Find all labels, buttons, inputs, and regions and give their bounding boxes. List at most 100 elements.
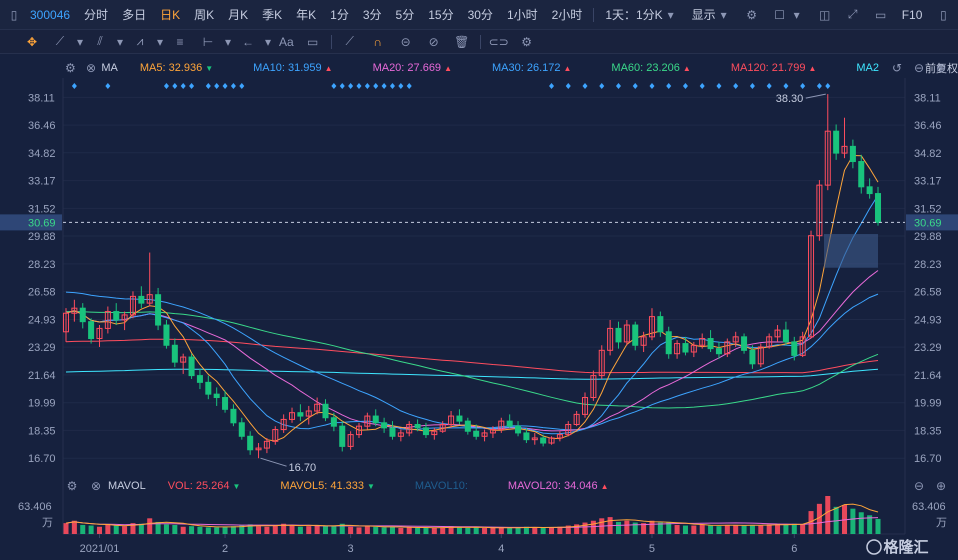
period-tab[interactable]: 1分	[330, 8, 349, 22]
volume-bar	[523, 526, 529, 534]
ma20-line	[65, 270, 879, 432]
f10-button[interactable]: F10	[901, 7, 923, 22]
interval-select[interactable]: 1天：1分K	[605, 8, 663, 22]
period-tab[interactable]: 年K	[296, 8, 317, 22]
candle-body	[473, 430, 480, 437]
adjust-mode-label[interactable]: 前复权	[925, 63, 958, 75]
volume-bar	[80, 524, 86, 534]
period-tab[interactable]: 1小时	[506, 8, 538, 22]
checkbox-icon[interactable]: ☐	[774, 7, 786, 22]
event-marker-icon	[239, 83, 245, 89]
text-tool-icon[interactable]: Aa	[279, 34, 294, 49]
date-tick-label: 3	[348, 543, 354, 555]
candle-body	[113, 311, 120, 321]
volume-bar	[180, 526, 186, 534]
chevron-down-icon[interactable]: ▾	[793, 7, 800, 22]
chevron-down-icon[interactable]: ▾	[156, 34, 164, 49]
ma-item: MA10: 31.959 ▲	[253, 62, 332, 74]
zoom-out-icon[interactable]: ⊖	[913, 479, 925, 493]
hide-icon[interactable]: ⊘	[428, 34, 439, 49]
chevron-down-icon[interactable]: ▾	[224, 34, 232, 49]
camera-icon[interactable]: ◫	[819, 7, 831, 22]
event-marker-icon	[373, 83, 379, 89]
note-tool-icon[interactable]: ▭	[307, 34, 319, 49]
display-menu[interactable]: 显示	[691, 8, 716, 22]
candle-body	[741, 336, 748, 351]
candle-body	[104, 311, 111, 329]
candlestick-chart[interactable]: 38.11 38.11 36.46 36.46 34.82 34.82 33.17 33.17…	[0, 78, 958, 560]
event-marker-icon	[649, 83, 655, 89]
sidebar-toggle-icon[interactable]: ▯	[940, 7, 947, 22]
arrow-up-icon: ▲	[682, 64, 691, 73]
period-tab[interactable]: 30分	[467, 8, 493, 22]
chevron-down-icon[interactable]: ▾	[116, 34, 124, 49]
volume-bar	[758, 525, 764, 534]
fibonacci-tool-icon[interactable]: ≡	[176, 34, 184, 49]
candle-body	[88, 321, 95, 340]
channel-tool-icon[interactable]: ⫽	[97, 34, 103, 48]
vol-item: MAVOL10:	[415, 480, 468, 492]
volume-bar	[549, 527, 555, 534]
candle-body	[464, 420, 471, 432]
close-icon[interactable]: ⊗	[90, 479, 102, 493]
event-marker-icon	[180, 83, 186, 89]
zoom-in-icon[interactable]: ⊕	[935, 61, 947, 75]
volume-bar	[272, 524, 278, 534]
volume-bar	[507, 527, 513, 534]
lock-icon[interactable]: ⊝	[400, 34, 411, 49]
period-tab[interactable]: 分时	[84, 8, 109, 22]
ma5-line	[65, 154, 879, 442]
chevron-down-icon[interactable]: ▾	[720, 7, 727, 22]
gear-icon[interactable]: ⚙	[746, 7, 758, 22]
range-tool-icon[interactable]: ⊢	[202, 34, 214, 49]
magnet-icon[interactable]: ∩	[373, 34, 382, 49]
period-tab[interactable]: 2小时	[551, 8, 583, 22]
period-tab[interactable]: 多日	[122, 8, 147, 22]
candle-body	[632, 324, 639, 346]
chevron-down-icon[interactable]: ▾	[76, 34, 84, 49]
sidebar-toggle-icon[interactable]: ▯	[10, 7, 18, 22]
period-tab[interactable]: 周K	[194, 8, 215, 22]
link-icon[interactable]: ⊂⊃	[488, 34, 509, 49]
line-tool-icon[interactable]: ⟋	[55, 34, 65, 48]
wave-tool-icon[interactable]: ⩘	[136, 34, 144, 48]
divider	[593, 7, 595, 22]
chevron-down-icon[interactable]: ▾	[667, 7, 674, 22]
price-tick-label-left: 29.88	[28, 231, 56, 243]
fullscreen-icon[interactable]: ⤢	[847, 7, 858, 21]
volume-bar	[615, 521, 622, 534]
trash-icon[interactable]: 🗑	[454, 34, 470, 49]
event-marker-icon	[800, 83, 806, 89]
zoom-out-icon[interactable]: ⊖	[913, 61, 925, 75]
ruler-icon[interactable]: ⟋	[345, 34, 354, 48]
high-price-label: 38.30	[776, 93, 804, 105]
date-tick-label: 2021/01	[80, 543, 120, 555]
gear-icon[interactable]: ⚙	[66, 479, 78, 493]
period-tab[interactable]: 15分	[428, 8, 454, 22]
chevron-down-icon[interactable]: ▾	[264, 34, 272, 49]
move-crosshair-icon[interactable]: ✥	[26, 34, 38, 49]
price-tick-label-right: 21.64	[914, 370, 942, 382]
candle-body	[523, 432, 530, 441]
period-tab[interactable]: 3分	[362, 8, 382, 22]
symbol-code[interactable]: 300046	[30, 7, 71, 22]
gear-icon[interactable]: ⚙	[64, 61, 76, 75]
zoom-in-icon[interactable]: ⊕	[935, 479, 947, 493]
candle-body	[481, 432, 488, 437]
arrow-tool-icon[interactable]: ←	[242, 34, 254, 49]
period-tab[interactable]: 日K	[160, 8, 181, 22]
candle-body	[774, 329, 781, 338]
gear-icon[interactable]: ⚙	[521, 34, 533, 49]
volume-bar	[130, 523, 136, 534]
reset-icon[interactable]: ↺	[891, 61, 903, 75]
candle-body	[598, 349, 605, 377]
window-icon[interactable]: ▭	[875, 7, 887, 22]
volume-bar	[498, 527, 504, 534]
volume-bar	[465, 527, 471, 534]
period-tab[interactable]: 季K	[262, 8, 283, 22]
price-tick-label-left: 21.64	[28, 370, 56, 382]
close-icon[interactable]: ⊗	[85, 61, 97, 75]
volume-bar	[364, 526, 370, 534]
period-tab[interactable]: 5分	[395, 8, 415, 22]
period-tab[interactable]: 月K	[228, 8, 249, 22]
